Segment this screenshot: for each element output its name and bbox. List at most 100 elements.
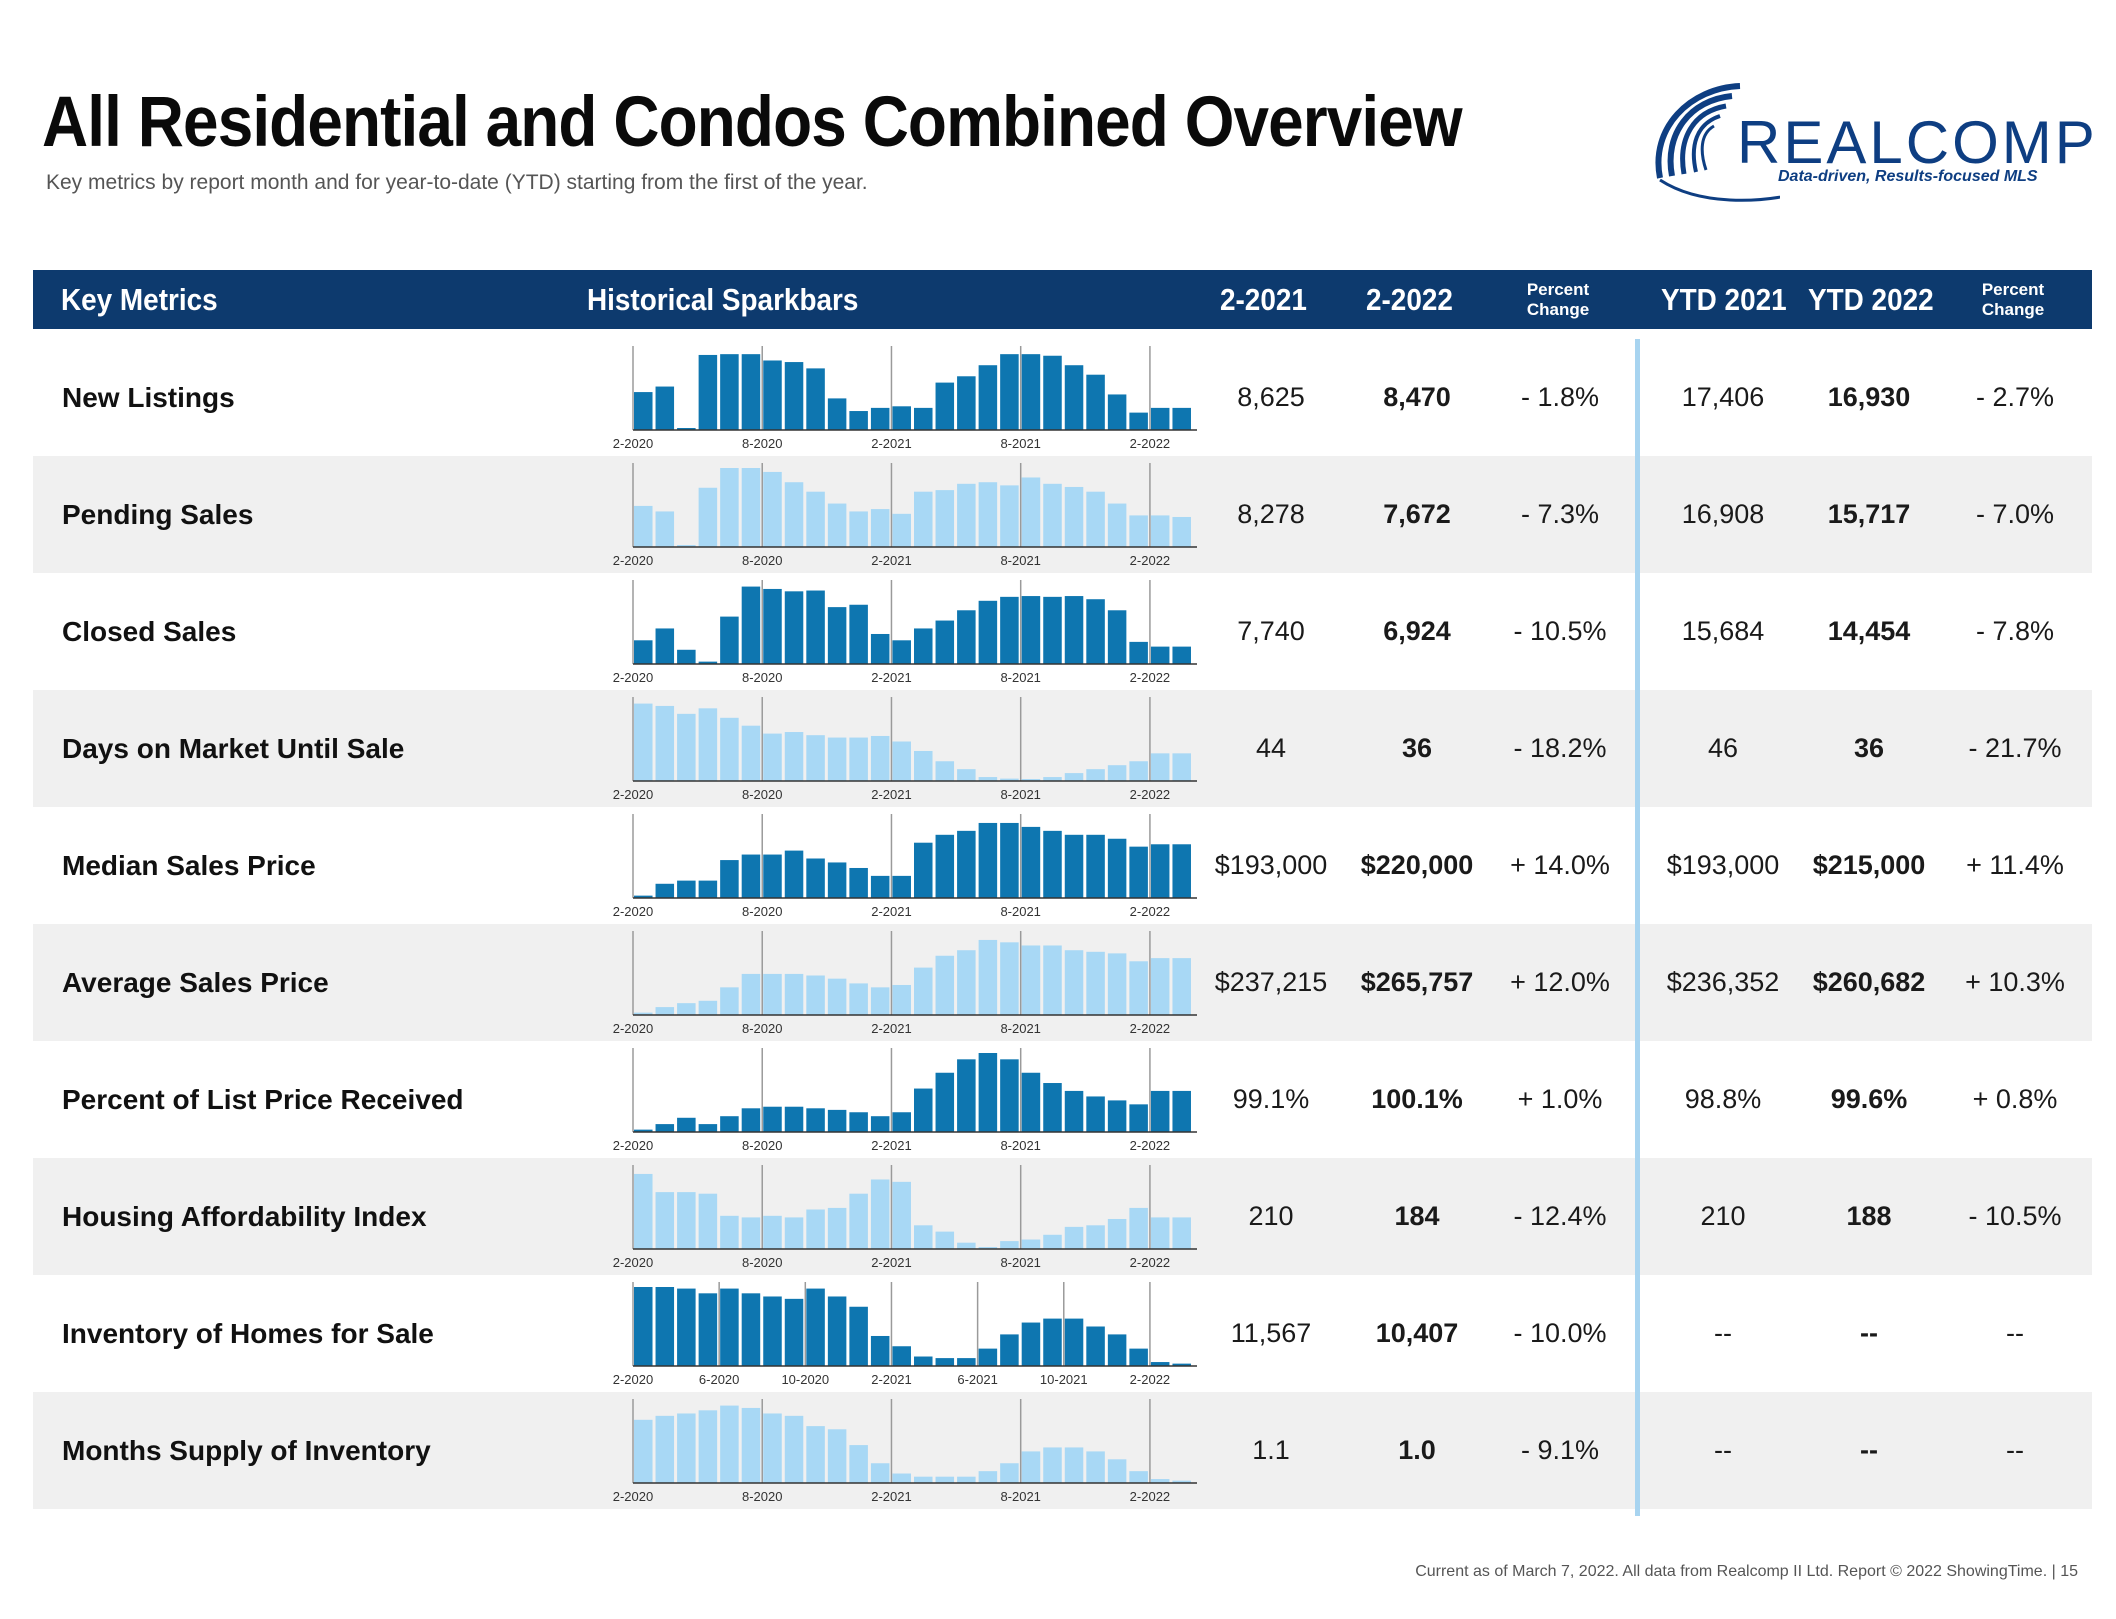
sparkbar-bar (1086, 599, 1105, 664)
value-2-2021: 11,567 (1230, 1318, 1312, 1348)
sparkbar-bar (655, 1192, 675, 1249)
sparkbar-chart: 2-2020 8-2020 2-2021 8-2021 2-2022 (613, 814, 1197, 919)
value-2-2022: 36 (1401, 733, 1433, 763)
sparkbar-bar (978, 1053, 998, 1132)
sparkbar-bar (1000, 354, 1019, 430)
sparkbar-tick-label: 2-2020 (613, 1489, 653, 1504)
sparkbar-bar (1150, 515, 1170, 547)
sparkbar-tick-label: 8-2021 (1000, 787, 1040, 802)
value-2-2021: 1.1 (1252, 1435, 1290, 1465)
sparkbar-bar (849, 511, 868, 547)
sparkbar-bar (978, 1471, 998, 1483)
sparkbar-bar (935, 761, 955, 781)
sparkbar-bar (634, 505, 653, 547)
sparkbar-bar (1000, 1334, 1019, 1366)
metric-label: Housing Affordability Index (62, 1200, 427, 1232)
sparkbar-bar (1150, 1217, 1170, 1249)
value-2-2021: $193,000 (1214, 850, 1328, 880)
sparkbar-bar (655, 386, 675, 430)
sparkbar-bar (827, 978, 847, 1015)
value-ytd-percent-change: - 10.5% (1968, 1201, 2062, 1231)
sparkbar-bar (655, 1124, 675, 1132)
sparkbar-bar (655, 511, 675, 547)
sparkbar-bar (720, 468, 739, 547)
col-2-2022: 2-2022 (1366, 281, 1453, 317)
value-ytd-2021: $193,000 (1666, 850, 1780, 880)
sparkbar-bar (1000, 1241, 1019, 1249)
sparkbar-bar (698, 1000, 718, 1015)
sparkbar-bar (1000, 1463, 1019, 1483)
sparkbar-chart: 2-2020 6-2020 10-2020 2-2021 6-2021 10-2021 2-… (613, 1282, 1197, 1387)
sparkbar-bar (849, 867, 868, 898)
sparkbar-bar (655, 628, 675, 664)
sparkbar-bar (655, 1287, 675, 1366)
sparkbar-bar (1172, 1090, 1191, 1132)
value-ytd-2021: 17,406 (1681, 382, 1765, 412)
sparkbar-tick-label: 2-2020 (613, 553, 653, 568)
value-ytd-percent-change: - 7.0% (1975, 499, 2055, 529)
footer-separator: | (2051, 1563, 2061, 1580)
value-ytd-2022: 15,717 (1827, 499, 1911, 529)
sparkbar-bar (935, 1476, 955, 1483)
sparkbar-bar (849, 411, 868, 430)
value-2-2022: 7,672 (1383, 499, 1451, 529)
sparkbar-bar (914, 1225, 933, 1249)
sparkbar-bar (957, 610, 976, 664)
sparkbar-bar (892, 640, 911, 664)
sparkbar-tick-label: 2-2020 (613, 1255, 653, 1270)
sparkbar-bar (1107, 1459, 1127, 1483)
sparkbar-bar (741, 854, 761, 898)
sparkbar-bar (935, 955, 955, 1015)
sparkbar-bar (1107, 1100, 1127, 1132)
sparkbar-bar (1043, 1083, 1062, 1132)
value-ytd-percent-change: + 11.4% (1966, 850, 2064, 880)
sparkbar-bar (870, 407, 890, 430)
sparkbar-bar (978, 1247, 998, 1249)
sparkbar-bar (870, 509, 890, 547)
sparkbar-tick-label: 8-2020 (742, 1021, 782, 1036)
table-row: Days on Market Until Sale 44 36 - 18.2% 46 36… (33, 690, 2092, 807)
sparkbar-tick-label: 2-2021 (871, 1489, 911, 1504)
sparkbar-bar (1064, 1226, 1084, 1249)
sparkbar-bar (1129, 515, 1148, 547)
sparkbar-bar (741, 586, 761, 664)
sparkbar-bar (698, 1410, 718, 1483)
sparkbar-bar (957, 769, 976, 781)
sparkbar-bar (677, 1413, 696, 1483)
sparkbar-bar (806, 1288, 825, 1366)
sparkbar-bar (763, 360, 782, 430)
value-ytd-2021: 210 (1700, 1201, 1746, 1231)
sparkbar-bar (1129, 961, 1148, 1015)
sparkbar-bar (741, 1108, 761, 1132)
sparkbar-bar (806, 1209, 825, 1249)
sparkbar-bar (655, 1415, 675, 1483)
sparkbar-bar (784, 1415, 804, 1483)
table-row: Closed Sales 7,740 6,924 - 10.5% 15,684 14,45… (33, 573, 2092, 690)
sparkbar-bar (806, 491, 825, 547)
sparkbar-bar (741, 468, 761, 547)
sparkbar-bar (677, 1117, 696, 1132)
sparkbar-chart: 2-2020 8-2020 2-2021 8-2021 2-2022 (613, 697, 1197, 802)
sparkbar-bar (1107, 765, 1127, 781)
sparkbar-bar (914, 1356, 933, 1366)
sparkbar-bar (634, 703, 653, 781)
sparkbar-bar (1086, 374, 1105, 430)
sparkbar-chart: 2-2020 8-2020 2-2021 8-2021 2-2022 (613, 580, 1197, 685)
sparkbar-tick-label: 2-2022 (1130, 670, 1170, 685)
sparkbar-bar (870, 1116, 890, 1132)
metric-label: New Listings (62, 381, 235, 413)
sparkbar-bar (1086, 491, 1105, 547)
sparkbar-bar (1021, 1072, 1041, 1132)
sparkbar-tick-label: 10-2020 (781, 1372, 829, 1387)
sparkbar-tick-label: 8-2020 (742, 553, 782, 568)
value-percent-change: - 1.8% (1520, 382, 1600, 412)
sparkbar-bar (957, 1242, 976, 1249)
value-ytd-2021: 46 (1707, 733, 1739, 763)
sparkbar-bar (655, 705, 675, 781)
sparkbar-bar (1107, 1218, 1127, 1249)
sparkbar-bar (1043, 1234, 1062, 1249)
value-ytd-percent-change: -- (2006, 1435, 2024, 1465)
sparkbar-bar (1150, 1090, 1170, 1132)
sparkbar-tick-label: 2-2021 (871, 1021, 911, 1036)
sparkbar-bar (1021, 1239, 1041, 1249)
